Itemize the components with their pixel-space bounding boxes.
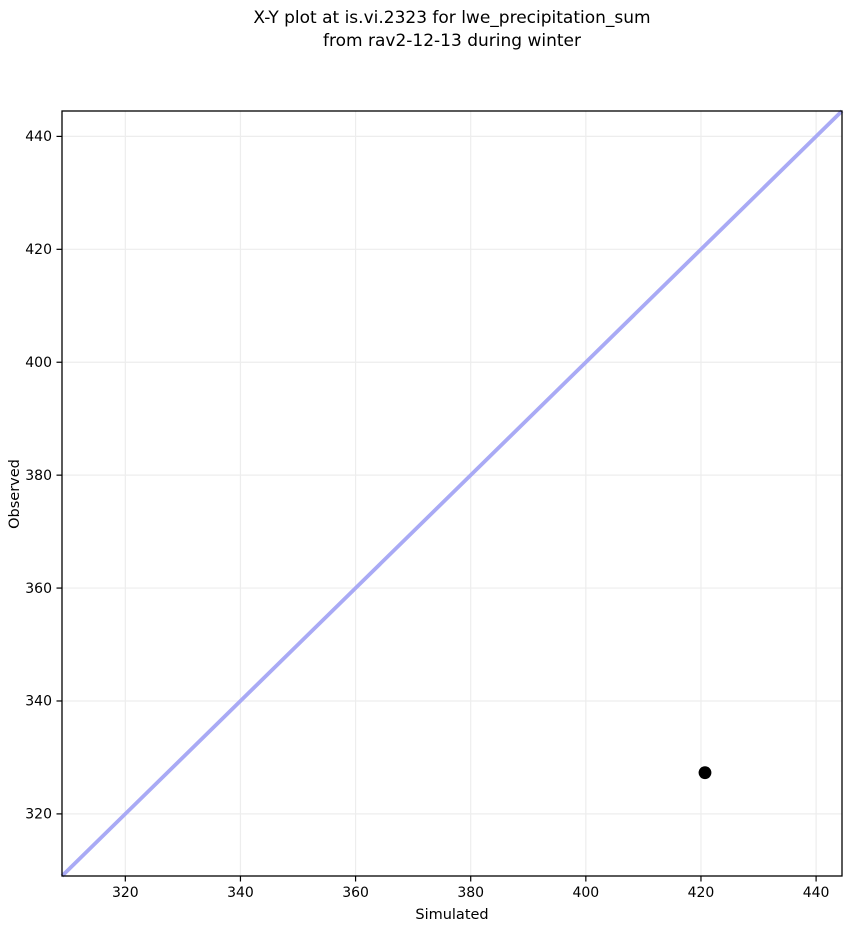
x-tick-label: 360	[342, 885, 369, 901]
x-tick-label: 440	[803, 885, 830, 901]
x-tick-label: 340	[227, 885, 254, 901]
data-point	[698, 766, 712, 780]
y-tick-label: 420	[25, 242, 52, 258]
y-tick-label: 360	[25, 581, 52, 597]
plot-border	[61, 110, 843, 877]
y-tick-label: 440	[25, 129, 52, 145]
y-tick-label: 380	[25, 468, 52, 484]
identity-line	[60, 109, 844, 878]
chart-title: X-Y plot at is.vi.2323 for lwe_precipita…	[62, 7, 842, 53]
y-tick-label: 400	[25, 355, 52, 371]
y-tick-label: 340	[25, 694, 52, 710]
chart-title-line-2: from rav2-12-13 during winter	[323, 31, 581, 51]
y-axis-label: Observed	[7, 459, 23, 529]
x-tick-label: 320	[112, 885, 139, 901]
y-tick-label: 320	[25, 807, 52, 823]
x-axis-label: Simulated	[415, 907, 489, 923]
x-tick-label: 380	[457, 885, 484, 901]
x-tick-label: 400	[572, 885, 599, 901]
chart-title-line-1: X-Y plot at is.vi.2323 for lwe_precipita…	[253, 8, 651, 28]
x-tick-label: 420	[688, 885, 715, 901]
